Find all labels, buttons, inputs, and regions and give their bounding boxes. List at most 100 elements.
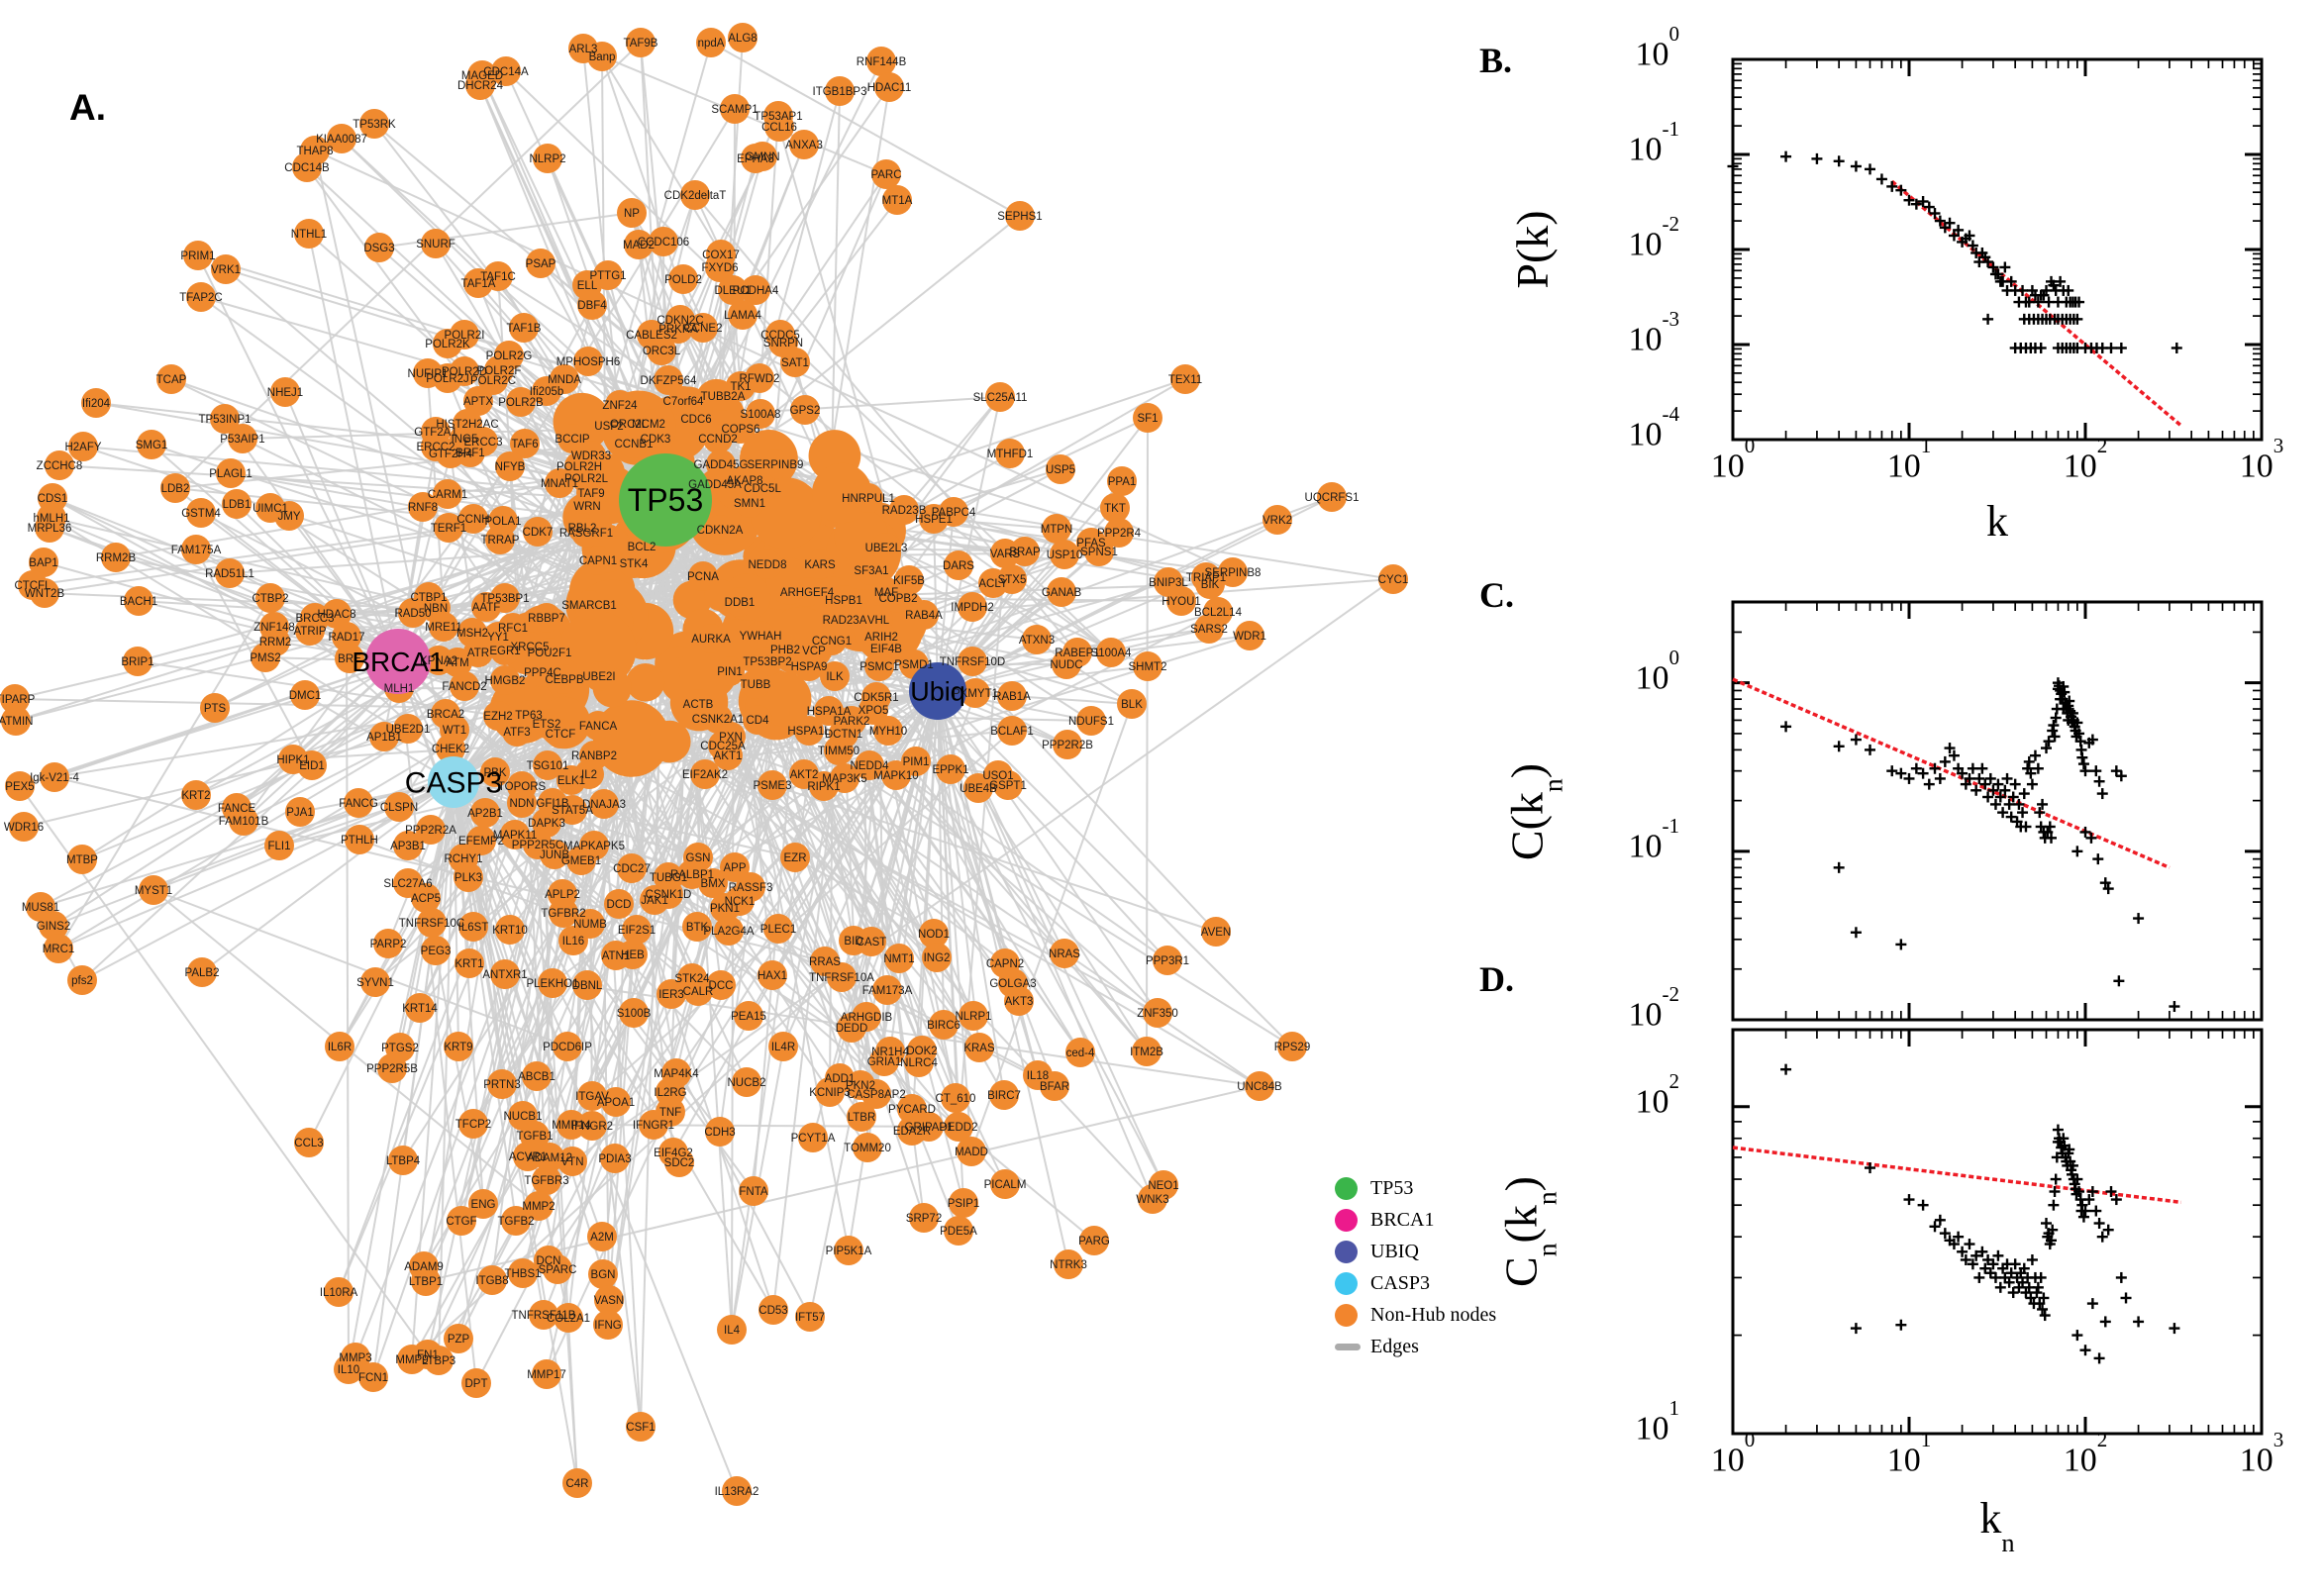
network-node-label: MNAT1 bbox=[541, 478, 578, 490]
network-node-label: PPP2R2B bbox=[1042, 740, 1093, 751]
network-node bbox=[680, 180, 710, 210]
network-node-label: LAMA4 bbox=[724, 310, 761, 322]
network-node bbox=[1170, 364, 1200, 394]
network-node-label: MMP2 bbox=[522, 1201, 555, 1213]
network-node bbox=[734, 1001, 763, 1031]
network-node-label: ADAM9 bbox=[404, 1261, 444, 1273]
network-node-label: AURKA bbox=[691, 634, 731, 646]
network-node bbox=[562, 1468, 592, 1498]
network-node-label: BID bbox=[844, 936, 862, 948]
network-node-label: DEDD bbox=[836, 1023, 868, 1035]
network-node bbox=[688, 313, 718, 343]
hub-node-label-tp53: TP53 bbox=[628, 482, 703, 518]
network-node bbox=[705, 1117, 735, 1147]
network-node-label: TUBB2A bbox=[701, 391, 746, 403]
chart-panel-c bbox=[1731, 600, 2264, 1022]
network-node bbox=[1084, 537, 1114, 566]
network-node bbox=[574, 590, 604, 620]
network-node bbox=[739, 1176, 768, 1206]
network-node-label: HYOU1 bbox=[1162, 596, 1201, 608]
network-node-label: PARG bbox=[1078, 1236, 1110, 1247]
network-node bbox=[444, 1032, 473, 1061]
network-node-label: CCL3 bbox=[294, 1138, 323, 1149]
network-node-label: NLRP2 bbox=[529, 153, 565, 165]
network-node bbox=[649, 227, 678, 256]
network-node-label: CDK5R1 bbox=[854, 692, 898, 704]
network-node bbox=[577, 1111, 607, 1141]
network-node bbox=[529, 1300, 558, 1330]
network-node bbox=[557, 424, 587, 453]
y-axis-title-c: C(kn) bbox=[1501, 762, 1568, 861]
network-node-label: Ifi205b bbox=[530, 386, 564, 398]
network-node-label: TGFB1 bbox=[516, 1131, 553, 1143]
network-node bbox=[760, 449, 790, 479]
network-node-label: ARL3 bbox=[569, 44, 598, 55]
network-node-label: TP63 bbox=[515, 710, 543, 722]
network-filler-node bbox=[592, 700, 670, 777]
network-node-label: DBF4 bbox=[577, 300, 607, 312]
network-node bbox=[535, 1143, 564, 1172]
network-hub-nodes bbox=[365, 453, 966, 808]
network-node-label: LDB2 bbox=[161, 483, 190, 495]
network-edge bbox=[81, 660, 399, 860]
network-node-label: DOK2 bbox=[906, 1046, 937, 1057]
network-node-label: PLAGL1 bbox=[209, 468, 252, 480]
network-node-label: ATXN3 bbox=[1019, 635, 1055, 647]
network-node-label: BIRC6 bbox=[927, 1020, 960, 1032]
network-node-label: GMNN bbox=[745, 151, 779, 163]
network-node-label: ACVR1 bbox=[509, 1151, 547, 1163]
network-node bbox=[593, 260, 623, 290]
network-node-label: KRAS bbox=[963, 1043, 995, 1054]
network-node bbox=[834, 1236, 863, 1265]
network-node bbox=[546, 719, 575, 748]
network-node-label: IFNG bbox=[594, 1320, 622, 1332]
network-node-label: PTTG1 bbox=[589, 270, 626, 282]
network-node-label: CT_610 bbox=[936, 1093, 976, 1105]
network-node bbox=[1053, 730, 1082, 759]
network-node-label: UIMC1 bbox=[252, 503, 288, 515]
network-node-label: CSF1 bbox=[626, 1422, 655, 1434]
network-node-label: CCL16 bbox=[761, 122, 797, 134]
network-node bbox=[566, 846, 596, 875]
network-node bbox=[1138, 1184, 1167, 1214]
network-node bbox=[101, 543, 131, 572]
network-edge bbox=[174, 42, 642, 489]
network-node bbox=[873, 716, 903, 746]
network-node bbox=[872, 975, 902, 1005]
network-node-label: XPO5 bbox=[858, 705, 889, 717]
network-node bbox=[30, 578, 59, 608]
network-node-label: NHEJ1 bbox=[267, 387, 303, 399]
network-node-label: ARHGEF4 bbox=[780, 587, 835, 599]
network-node bbox=[495, 915, 525, 945]
network-node-label: P53AIP1 bbox=[220, 434, 264, 446]
network-node-label: CTBP2 bbox=[252, 593, 288, 605]
network-node-label: PALB2 bbox=[185, 967, 220, 979]
network-node bbox=[413, 358, 443, 388]
network-node bbox=[753, 549, 782, 579]
network-node bbox=[332, 622, 361, 651]
network-node-label: DDB1 bbox=[725, 597, 756, 609]
network-node-label: TOPORS bbox=[498, 781, 547, 793]
network-node-label: IER3 bbox=[658, 989, 684, 1001]
network-node-label: CARM1 bbox=[428, 489, 467, 501]
network-edge bbox=[50, 517, 669, 895]
network-edge bbox=[438, 781, 454, 1361]
legend-item-edges: Edges bbox=[1335, 1331, 1496, 1362]
network-node bbox=[532, 1359, 561, 1389]
network-node bbox=[736, 872, 765, 902]
network-node bbox=[741, 275, 770, 305]
network-node bbox=[416, 815, 446, 845]
network-node bbox=[594, 1285, 624, 1315]
network-node bbox=[557, 795, 587, 825]
network-edge bbox=[200, 512, 399, 662]
network-node-label: UQCRFS1 bbox=[1305, 492, 1360, 504]
network-node bbox=[705, 515, 735, 545]
network-edge bbox=[937, 690, 1164, 1186]
network-node-label: CDK7 bbox=[523, 527, 554, 539]
network-node-label: COPB2 bbox=[879, 593, 918, 605]
network-node bbox=[741, 669, 770, 699]
network-node-label: ATM bbox=[446, 657, 468, 669]
network-node bbox=[839, 926, 868, 955]
network-node-label: CDC14B bbox=[284, 162, 330, 174]
network-node bbox=[294, 1128, 324, 1157]
